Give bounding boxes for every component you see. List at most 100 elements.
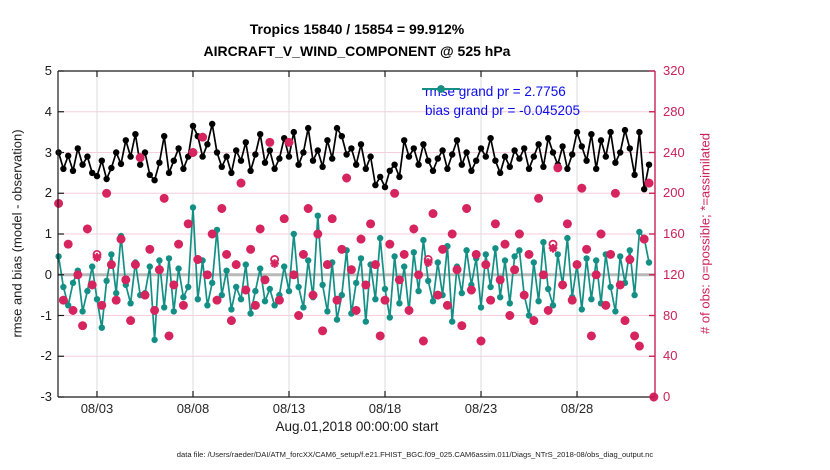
- bias-point: [362, 318, 369, 325]
- assimilated-obs-marker: [102, 188, 111, 198]
- bias-point: [607, 283, 614, 291]
- rmse-point: [401, 137, 408, 144]
- rmse-point: [103, 175, 110, 183]
- bias-point: [98, 324, 106, 331]
- rmse-point: [204, 141, 211, 148]
- bias-point: [261, 298, 269, 305]
- bias-point: [237, 296, 245, 303]
- bias-point: [506, 300, 513, 307]
- rmse-point: [89, 169, 96, 177]
- assimilated-obs-marker: [625, 255, 635, 264]
- bias-point: [79, 308, 86, 315]
- rmse-point: [535, 141, 542, 148]
- rmse-point: [626, 145, 633, 152]
- assimilated-obs-marker: [68, 306, 78, 315]
- rmse-point: [540, 163, 547, 170]
- assimilated-obs-marker: [515, 229, 524, 239]
- rmse-point: [108, 164, 115, 172]
- rmse-point: [372, 181, 379, 189]
- rmse-point: [261, 159, 269, 166]
- bias-point: [103, 277, 110, 285]
- assimilated-obs-marker: [222, 250, 231, 259]
- bias-point: [151, 336, 158, 344]
- assimilated-obs-marker: [572, 260, 582, 269]
- assimilated-obs-marker: [299, 250, 308, 259]
- rmse-point: [444, 165, 451, 172]
- assimilated-obs-marker: [519, 290, 529, 300]
- assimilated-obs-marker: [284, 138, 294, 147]
- assimilated-obs-marker: [548, 243, 558, 253]
- rmse-point: [180, 165, 187, 172]
- bias-point: [305, 257, 312, 264]
- rmse-point: [453, 137, 461, 144]
- rmse-point: [612, 159, 619, 166]
- rmse-point: [367, 153, 374, 160]
- right-y-tick-label: 320: [663, 63, 685, 78]
- rmse-point: [420, 141, 427, 148]
- rmse-point: [391, 161, 398, 168]
- bias-point: [204, 302, 211, 309]
- rmse-point: [324, 137, 331, 144]
- bias-point: [113, 289, 120, 297]
- rmse-point: [386, 167, 393, 174]
- assimilated-obs-marker: [447, 229, 457, 239]
- assimilated-obs-marker: [495, 275, 505, 285]
- assimilated-obs-marker: [131, 260, 140, 269]
- left-y-tick-label: 1: [44, 226, 52, 241]
- bias-point: [69, 279, 77, 287]
- assimilated-obs-marker: [135, 153, 145, 162]
- assimilated-obs-marker: [246, 244, 255, 254]
- rmse-line: [57, 123, 650, 190]
- assimilated-obs-marker: [265, 138, 275, 147]
- rmse-point: [621, 126, 629, 134]
- bias-point: [511, 253, 518, 260]
- rmse-point: [314, 147, 321, 154]
- bias-point: [84, 287, 91, 295]
- rmse-point: [631, 171, 638, 179]
- rmse-point: [559, 143, 566, 150]
- rmse-point: [597, 137, 605, 144]
- rmse-point: [449, 151, 456, 158]
- assimilated-obs-marker: [313, 229, 323, 239]
- x-tick-label: 08/08: [176, 401, 210, 416]
- bias-point: [434, 259, 441, 266]
- assimilated-obs-marker: [390, 188, 399, 198]
- rmse-point: [213, 149, 221, 156]
- rmse-point: [573, 128, 581, 136]
- rmse-point: [199, 153, 206, 160]
- rmse-point: [252, 151, 259, 158]
- rmse-point: [410, 145, 417, 152]
- assimilated-obs-marker: [356, 234, 366, 244]
- rmse-point: [151, 177, 158, 184]
- assimilated-obs-marker: [155, 265, 164, 274]
- bias-point: [487, 283, 494, 291]
- right-y-tick-label: 280: [663, 103, 685, 119]
- rmse-point: [593, 165, 600, 172]
- bias-point: [612, 308, 619, 315]
- rmse-point: [549, 149, 557, 156]
- bias-point: [425, 277, 432, 285]
- bias-point: [247, 310, 254, 317]
- bias-point: [156, 257, 163, 264]
- assimilated-obs-marker: [164, 331, 174, 341]
- rmse-point: [276, 155, 283, 162]
- assimilated-obs-marker: [399, 250, 409, 259]
- assimilated-obs-marker: [159, 194, 169, 203]
- rmse-point: [305, 124, 312, 132]
- bias-point: [218, 291, 225, 299]
- rmse-point: [137, 161, 144, 168]
- rmse-point: [247, 167, 254, 174]
- assimilated-obs-marker: [558, 280, 567, 290]
- rmse-point: [545, 135, 552, 142]
- assimilated-obs-marker: [428, 209, 438, 218]
- bias-point: [631, 291, 638, 299]
- bias-point: [497, 294, 504, 301]
- bias-point: [401, 263, 408, 270]
- assimilated-obs-marker: [203, 270, 212, 280]
- rmse-point: [266, 147, 273, 154]
- assimilated-obs-marker: [150, 306, 159, 315]
- rmse-point: [636, 128, 643, 136]
- bias-point: [180, 294, 187, 301]
- bias-line: [57, 207, 650, 340]
- rmse-point: [405, 153, 413, 160]
